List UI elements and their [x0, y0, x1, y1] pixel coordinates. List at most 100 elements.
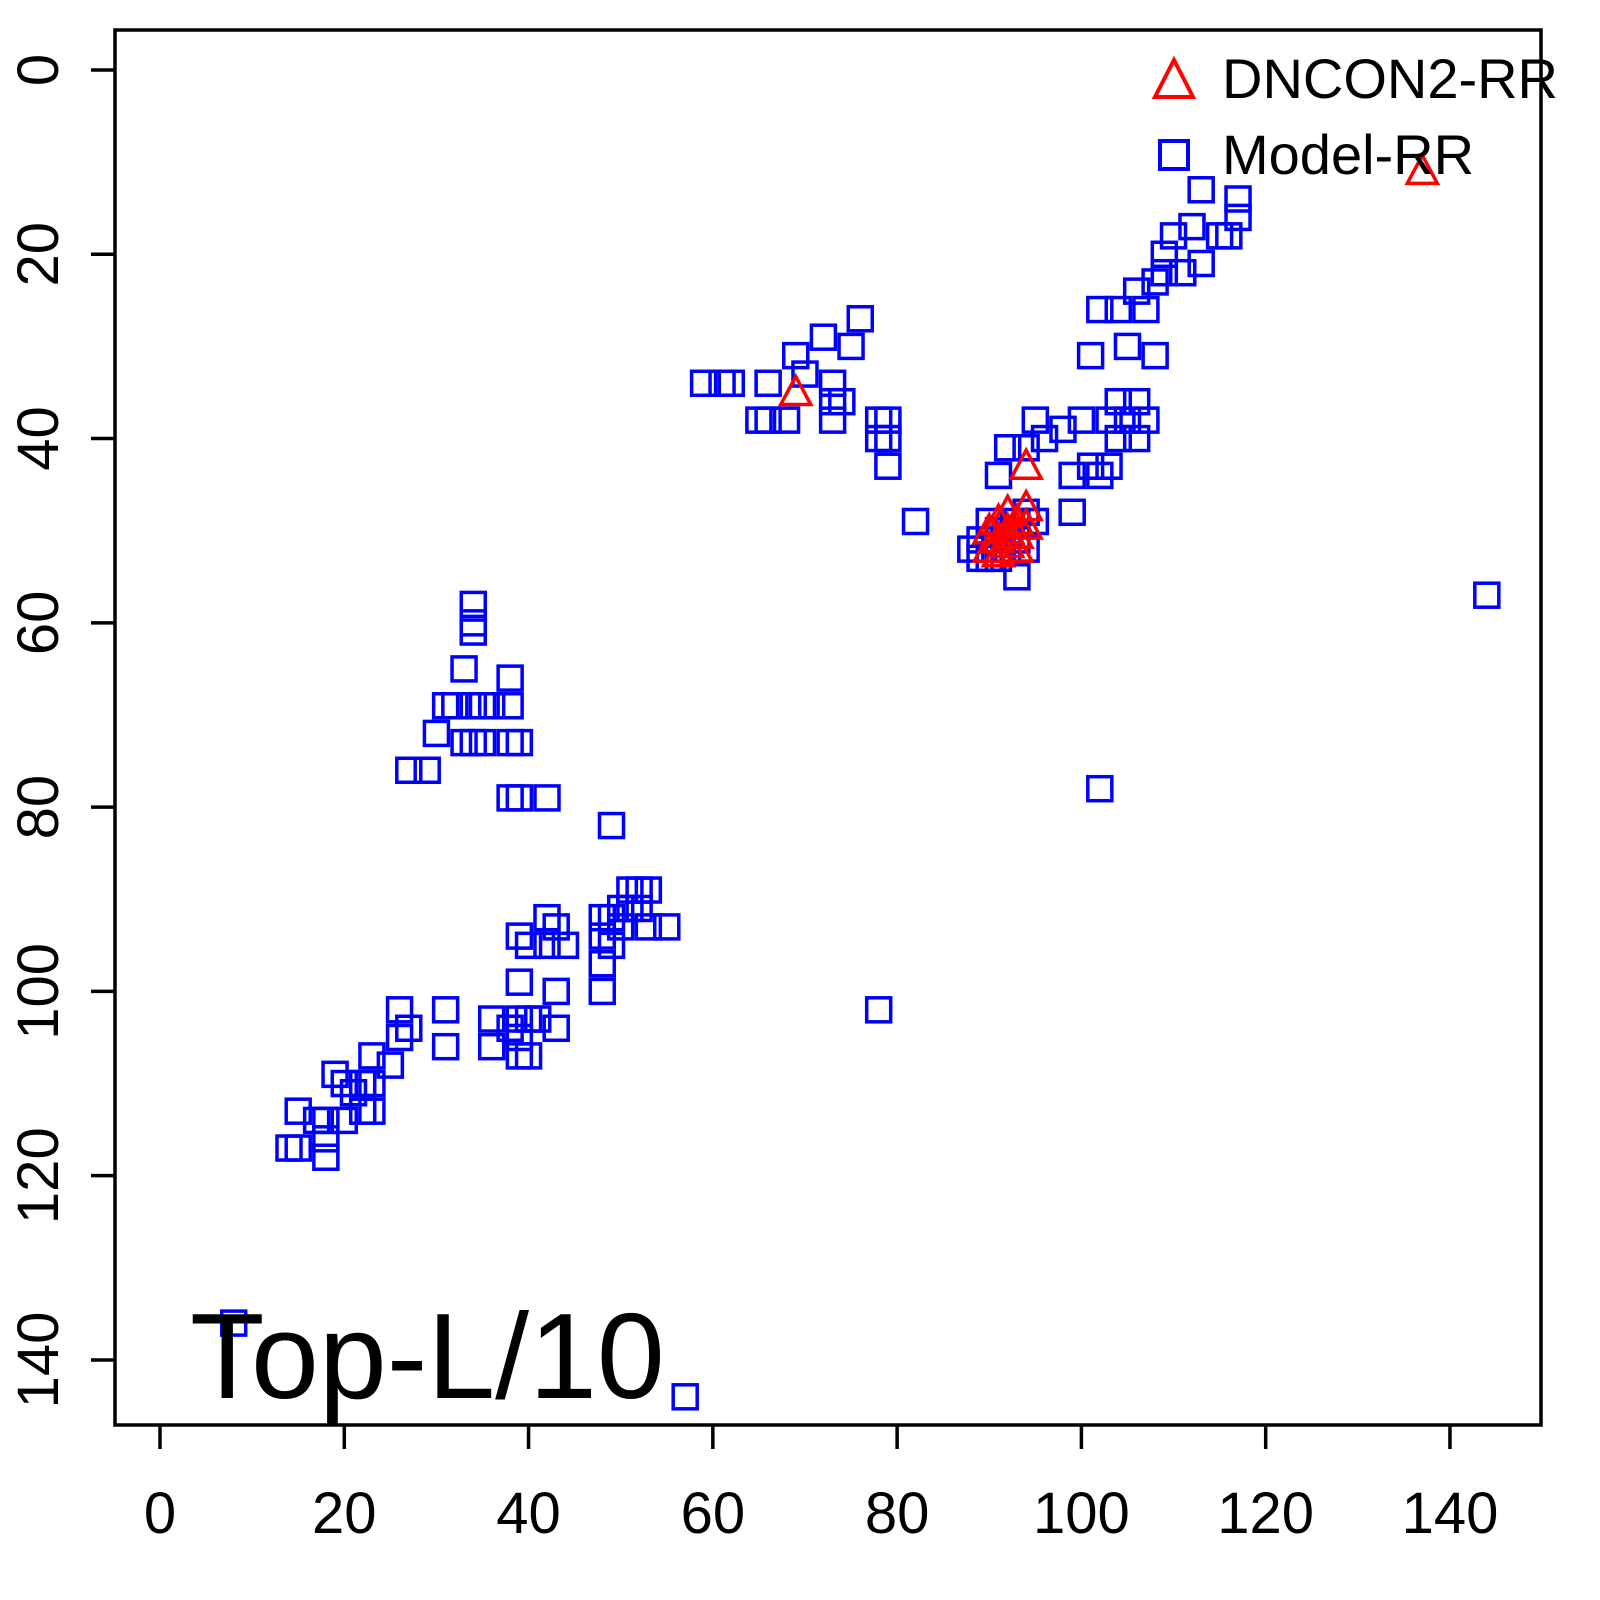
model-rr-point	[1215, 222, 1243, 250]
model-rr-point	[597, 811, 626, 840]
model-rr-point	[1150, 240, 1179, 269]
model-rr-point	[376, 1051, 405, 1079]
model-rr-point	[1076, 341, 1105, 370]
model-rr-point	[505, 728, 534, 757]
model-rr-point	[358, 1042, 386, 1070]
model-rr-point	[818, 406, 847, 434]
model-rr-point	[542, 977, 570, 1006]
model-rr-point	[634, 913, 663, 941]
model-rr-point	[754, 406, 782, 434]
model-rr-point	[431, 692, 460, 720]
model-rr-point	[422, 719, 451, 748]
y-tick-label: 120	[6, 1127, 71, 1224]
model-rr-point	[1169, 258, 1197, 287]
dncon2-rr-point	[989, 524, 1026, 559]
model-rr-point	[864, 406, 893, 434]
model-rr-point	[782, 341, 810, 370]
dncon2-rr-point	[1008, 446, 1045, 480]
model-rr-point	[717, 369, 746, 398]
y-tick-label: 100	[6, 943, 71, 1040]
model-rr-point	[524, 1005, 552, 1033]
legend: DNCON2-RR Model-RR	[1148, 48, 1558, 186]
model-rr-point	[1122, 277, 1151, 305]
model-rr-point	[505, 1042, 534, 1070]
model-rr-point	[514, 1005, 543, 1033]
model-rr-point	[957, 535, 985, 563]
model-rr-point	[514, 931, 543, 960]
model-rr-point	[1187, 249, 1215, 278]
model-rr-point	[1113, 406, 1142, 434]
dncon2-rr-point	[1008, 506, 1045, 540]
model-rr-point	[1095, 452, 1123, 480]
model-rr-point	[1104, 424, 1133, 453]
model-rr-point	[809, 323, 838, 351]
model-rr-point	[312, 1143, 340, 1172]
plot-annotation: Top-L/10	[190, 1288, 665, 1424]
model-rr-point	[533, 784, 561, 812]
model-rr-point	[634, 876, 663, 904]
model-rr-point	[671, 1383, 699, 1411]
model-rr-point	[459, 692, 488, 720]
y-tick-label: 40	[6, 406, 71, 471]
model-rr-point	[284, 1097, 312, 1125]
model-rr-point	[358, 1069, 386, 1098]
model-rr-point	[1058, 461, 1086, 490]
model-rr-point	[1076, 452, 1105, 480]
model-rr-point	[431, 1032, 460, 1061]
model-rr-point	[505, 922, 534, 950]
model-rr-point	[874, 424, 902, 453]
model-rr-point	[1473, 581, 1501, 609]
model-rr-point	[496, 1014, 524, 1043]
model-rr-point	[551, 931, 580, 960]
model-rr-point	[828, 387, 856, 416]
model-rr-point	[496, 692, 524, 720]
dncon2-rr-point	[777, 372, 814, 407]
model-rr-point	[616, 894, 644, 923]
dncon2-rr-point	[998, 529, 1035, 563]
model-rr-point	[385, 996, 414, 1024]
model-rr-point	[1132, 406, 1160, 434]
model-rr-point	[321, 1060, 349, 1089]
model-rr-point	[846, 305, 875, 333]
model-rr-point	[1132, 295, 1160, 324]
model-rr-point	[413, 756, 441, 785]
x-tick-label: 80	[865, 1481, 930, 1546]
model-rr-point	[1104, 295, 1133, 324]
model-rr-point	[1150, 258, 1179, 287]
model-rr-point	[1030, 424, 1059, 453]
model-rr-point	[1159, 222, 1188, 250]
model-rr-point	[348, 1097, 377, 1125]
legend-label-dncon2: DNCON2-RR	[1222, 47, 1558, 110]
square-icon	[1158, 139, 1190, 171]
model-rr-point	[468, 692, 497, 720]
model-rr-point	[533, 903, 561, 932]
model-rr-point	[505, 1023, 534, 1052]
model-rr-point	[1003, 563, 1031, 591]
model-rr-point	[1178, 212, 1206, 241]
model-rr-point	[864, 996, 893, 1024]
model-rr-point	[431, 996, 460, 1024]
plot-box	[113, 28, 1543, 1427]
model-rr-point	[1058, 498, 1086, 527]
model-rr-point	[1086, 461, 1114, 490]
model-rr-point	[993, 434, 1022, 462]
model-rr-point	[1086, 774, 1114, 803]
model-rr-point	[459, 609, 488, 637]
model-rr-point	[625, 894, 653, 923]
model-rr-point	[459, 728, 488, 757]
model-rr-point	[284, 1134, 312, 1162]
x-tick-label: 40	[496, 1481, 561, 1546]
model-rr-point	[385, 1023, 414, 1052]
x-tick-label: 0	[144, 1481, 176, 1546]
legend-item-model: Model-RR	[1148, 124, 1558, 186]
model-rr-point	[477, 692, 506, 720]
model-rr-point	[542, 913, 570, 941]
model-rr-point	[597, 903, 626, 932]
model-rr-point	[339, 1079, 368, 1107]
model-rr-point	[219, 1309, 248, 1337]
model-rr-point	[689, 369, 718, 398]
x-tick-label: 20	[312, 1481, 377, 1546]
model-rr-point	[901, 507, 930, 536]
model-rr-point	[772, 406, 801, 434]
